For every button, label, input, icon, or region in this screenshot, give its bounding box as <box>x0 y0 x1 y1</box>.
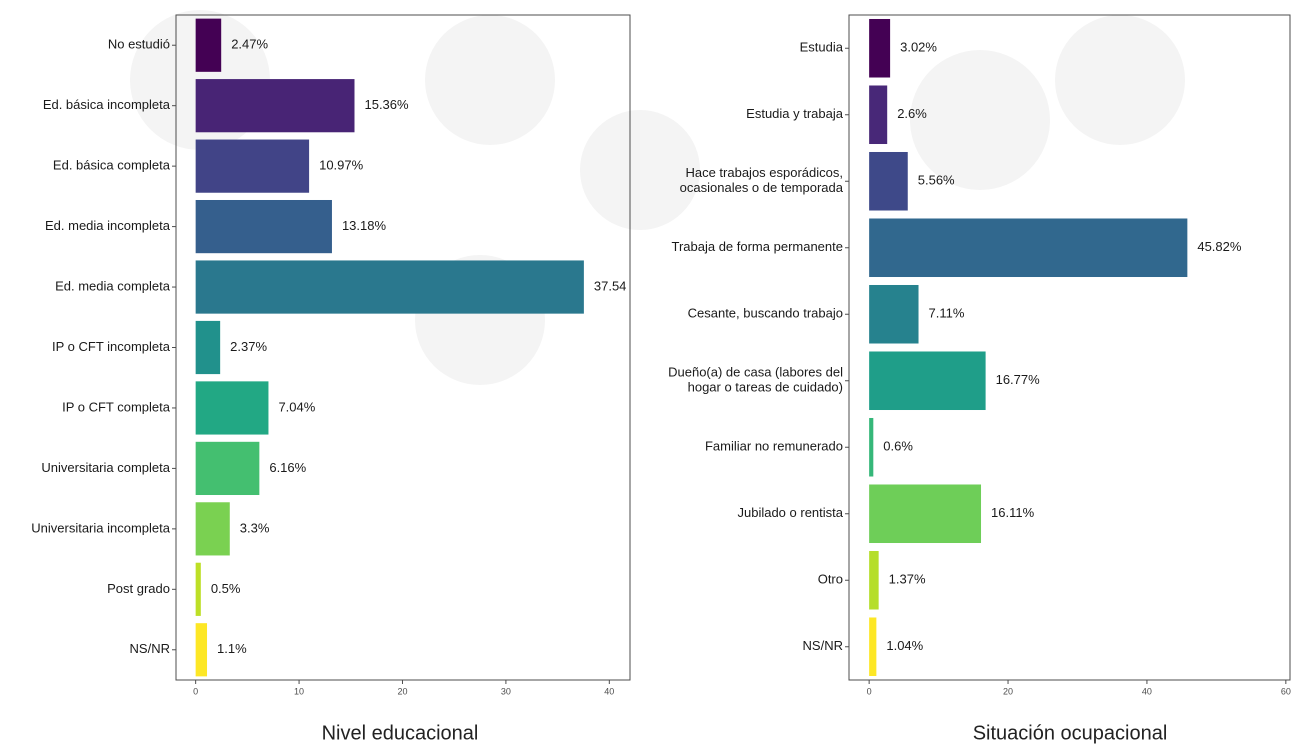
x-tick-label: 20 <box>1003 686 1013 696</box>
bar <box>869 284 919 344</box>
y-tick-label: Universitaria completa <box>41 460 170 475</box>
value-label: 5.56% <box>918 173 955 188</box>
x-tick-label: 0 <box>193 686 198 696</box>
bar <box>195 18 222 72</box>
bar <box>195 623 208 677</box>
bar <box>869 151 908 211</box>
value-label: 2.6% <box>897 106 927 121</box>
bar <box>195 441 260 496</box>
bar <box>195 502 230 556</box>
x-tick-label: 20 <box>397 686 407 696</box>
x-tick-label: 10 <box>294 686 304 696</box>
bar <box>869 484 982 544</box>
value-label: 0.6% <box>883 439 913 454</box>
value-label: 7.11% <box>929 306 965 321</box>
y-tick-label: Cesante, buscando trabajo <box>688 306 843 321</box>
y-tick-label: Universitaria incompleta <box>31 520 170 535</box>
value-label: 1.1% <box>217 641 247 656</box>
bar <box>869 351 986 411</box>
y-tick-label: Hace trabajos esporádicos, ocasionales o … <box>680 165 844 195</box>
bar <box>869 18 891 78</box>
bar <box>195 562 201 616</box>
value-label: 1.37% <box>889 572 926 587</box>
x-tick-label: 30 <box>501 686 511 696</box>
y-tick-label: Trabaja de forma permanente <box>671 239 843 254</box>
x-tick-label: 40 <box>1142 686 1152 696</box>
y-tick-label: Estudia y trabaja <box>746 106 844 121</box>
value-label: 0.5% <box>211 581 241 596</box>
chart-title: Situación ocupacional <box>973 722 1168 744</box>
value-label: 7.04% <box>278 399 315 414</box>
y-tick-label: Dueño(a) de casa (labores del hogar o tar… <box>668 365 843 395</box>
x-tick-label: 0 <box>867 686 872 696</box>
value-label: 2.37% <box>230 339 267 354</box>
y-tick-label: Post grado <box>107 581 170 596</box>
value-label: 13.18% <box>342 218 387 233</box>
value-label: 2.47% <box>231 37 268 52</box>
bar <box>869 218 1188 278</box>
y-tick-label: Ed. media incompleta <box>45 218 171 233</box>
bar <box>869 617 877 677</box>
bar <box>869 85 888 145</box>
value-label: 37.54 <box>594 278 627 293</box>
y-tick-label: NS/NR <box>803 638 843 653</box>
y-tick-label: Estudia <box>800 40 844 55</box>
value-label: 6.16% <box>269 460 306 475</box>
bar <box>195 320 221 375</box>
y-tick-label: No estudió <box>108 37 170 52</box>
y-tick-label: NS/NR <box>130 641 170 656</box>
value-label: 16.77% <box>996 372 1041 387</box>
bar <box>869 417 874 477</box>
value-label: 45.82% <box>1197 239 1242 254</box>
bar <box>195 381 269 435</box>
y-tick-label: Familiar no remunerado <box>705 439 843 454</box>
chart-title: Nivel educacional <box>322 722 479 744</box>
y-tick-label: Jubilado o rentista <box>737 505 843 520</box>
bar <box>195 199 332 254</box>
y-tick-label: Ed. básica completa <box>53 158 171 173</box>
value-label: 10.97% <box>319 158 364 173</box>
plot-panel <box>848 14 1291 681</box>
background-decoration <box>130 10 1185 385</box>
x-tick-label: 40 <box>604 686 614 696</box>
y-tick-label: IP o CFT incompleta <box>52 339 171 354</box>
y-tick-label: Ed. básica incompleta <box>43 97 171 112</box>
bar <box>195 139 310 193</box>
x-tick-label: 60 <box>1281 686 1291 696</box>
y-tick-label: Otro <box>818 572 843 587</box>
value-label: 16.11% <box>991 505 1035 520</box>
value-label: 3.02% <box>900 40 937 55</box>
bar <box>869 550 879 610</box>
value-label: 3.3% <box>240 520 270 535</box>
y-tick-label: Ed. media completa <box>55 278 171 293</box>
y-tick-label: IP o CFT completa <box>62 399 171 414</box>
value-label: 1.04% <box>886 638 923 653</box>
bar <box>195 79 355 133</box>
bar <box>195 260 584 314</box>
value-label: 15.36% <box>364 97 409 112</box>
